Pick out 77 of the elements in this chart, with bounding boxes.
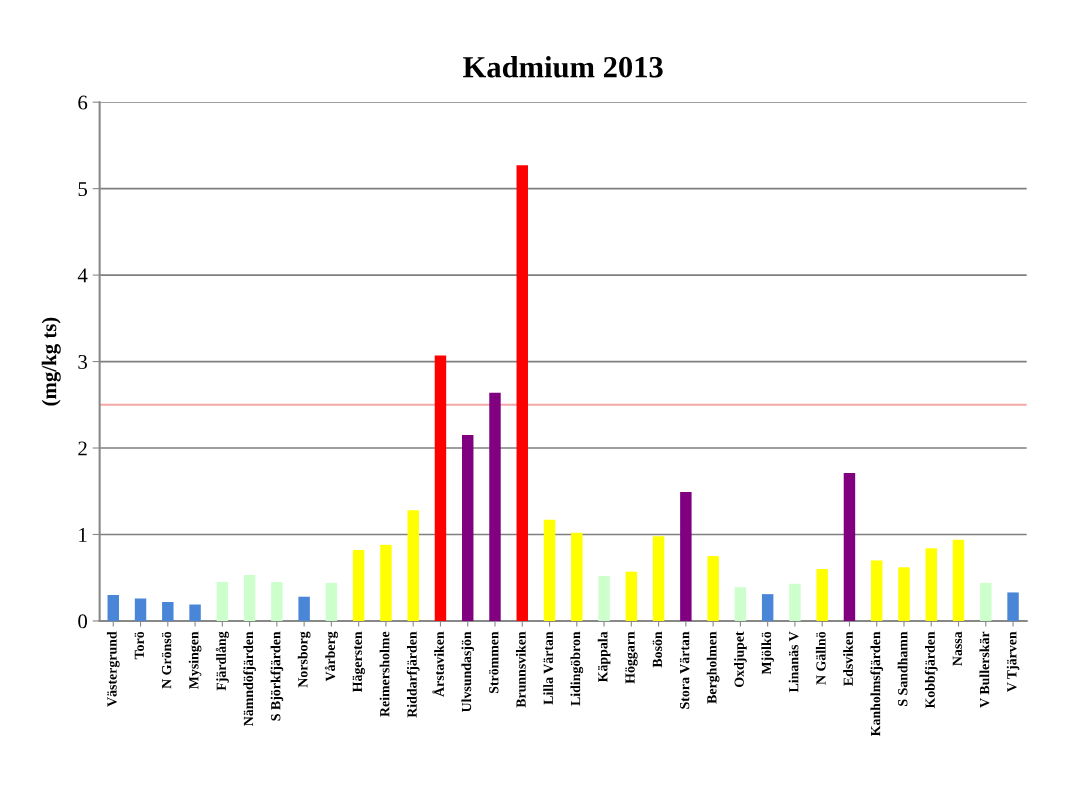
bar [107,595,119,621]
bar [189,604,201,621]
chart-title: Kadmium 2013 [463,55,663,78]
bar [434,355,447,621]
bar [761,594,774,621]
x-tick-label: Kobbfjärden [924,631,938,709]
y-tick-label: 4 [77,268,88,283]
x-tick-label: Brunnsviken [515,631,526,708]
x-tick-label: Lidingöbron [570,631,584,706]
bar [789,583,801,621]
bar [380,544,392,621]
y-tick-label: 5 [78,182,88,197]
x-tick-label: Mjölkö [761,631,774,675]
bar [271,582,283,621]
bar [325,582,338,621]
x-tick-label: Nassa [952,631,962,666]
x-tick-label: Reimersholme [379,631,390,717]
bar [680,492,692,621]
bar [543,519,556,621]
bar [162,601,174,621]
bar [707,556,719,621]
x-tick-label: Västergrund [106,631,120,707]
bar [134,598,147,621]
x-tick-label: Stora Värtan [679,631,690,709]
x-tick-label: Bergholmen [706,631,720,704]
bar [298,596,310,621]
x-tick-label: Käppala [597,631,611,683]
x-tick-label: Riddarfjärden [406,631,420,718]
bar [571,532,583,621]
x-tick-label: Bosön [652,631,663,668]
y-tick-label: 0 [78,614,88,629]
bar [462,435,474,621]
y-tick-label: 6 [78,95,88,110]
x-tick-label: Årstaviken [432,631,444,697]
x-tick-label: Ulvsundasjön [461,631,475,713]
x-tick-label: Fjärdlång [215,631,229,691]
bar [952,539,965,621]
bar [652,536,665,621]
bar [870,560,883,621]
x-tick-label: S Sandhamn [897,631,908,706]
bar [734,587,747,621]
y-tick-label: 3 [78,354,88,369]
bar [352,550,365,621]
x-tick-label: Mysingen [188,631,202,689]
bar [625,571,638,621]
x-tick-label: Lilla Värtan [543,631,554,705]
bar [925,548,937,621]
x-tick-label: V Bullerskär [979,631,990,708]
x-tick-label: Strömmen [489,631,499,694]
x-tick-label: V Tjärven [1006,631,1020,693]
bar [407,510,419,621]
bar [843,473,856,621]
bar [598,575,610,621]
x-tick-label: Edsviken [843,631,853,686]
bar [898,567,910,621]
bar [980,582,992,621]
x-tick-label: N Grönsö [161,631,172,689]
x-tick-label: Hägersten [352,631,365,693]
x-tick-label: Norsborg [297,631,311,688]
bar [816,569,828,621]
y-tick-label: 1 [79,527,87,542]
x-tick-label: Torö [134,631,145,660]
y-axis-title: (mg/kg ts) [41,317,61,406]
x-tick-label: Vårberg [324,631,338,682]
bar [489,392,501,621]
x-tick-label: Nämndöfjärden [243,631,256,726]
bar [1007,592,1019,621]
x-tick-label: Höggarn [625,631,638,684]
x-tick-label: Linanäs V [788,631,799,693]
bar [216,582,229,621]
y-tick-label: 2 [78,441,87,456]
x-tick-label: Oxdjupet [734,631,747,688]
x-tick-label: S Björkfjärden [270,631,284,721]
x-tick-label: Kanholmsfjärden [870,631,884,737]
x-tick-label: N Gällnö [815,631,826,685]
bar [516,165,528,621]
bar [243,575,256,621]
